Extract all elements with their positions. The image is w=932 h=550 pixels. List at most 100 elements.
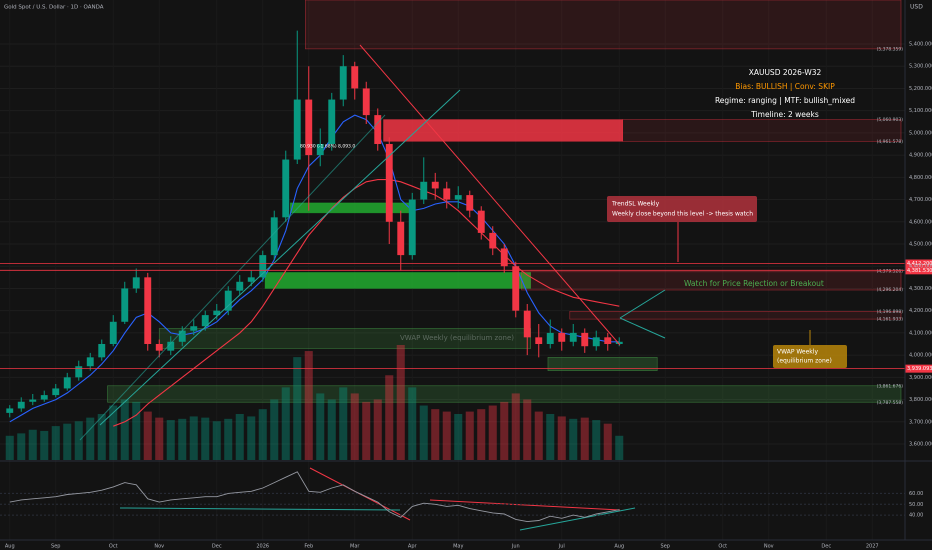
zone — [158, 328, 532, 349]
candle-body — [305, 99, 313, 156]
candle-body — [431, 181, 439, 189]
volume-bar — [304, 351, 313, 460]
volume-bar — [40, 430, 49, 460]
callout-text: VWAP Weekly — [777, 349, 818, 356]
volume-bar — [546, 414, 555, 460]
volume-bar — [465, 411, 474, 460]
volume-bar — [235, 414, 244, 460]
candle-body — [155, 344, 163, 351]
volume-bar — [592, 420, 601, 460]
callout-text: (equilibrium zone) — [777, 358, 832, 365]
candle-body — [408, 199, 416, 256]
candle-body — [98, 344, 106, 358]
y-tick-label: 4,000.000 — [909, 353, 932, 359]
volume-bar — [189, 416, 198, 460]
price-tag-label: 4,412.200 — [907, 261, 932, 267]
volume-bar — [580, 417, 589, 460]
volume-bar — [178, 418, 187, 460]
volume-bar — [615, 435, 624, 460]
volume-bar — [477, 409, 486, 460]
candle-body — [178, 330, 186, 342]
callout-box — [773, 345, 847, 368]
y-tick-label: 4,900.000 — [909, 153, 932, 159]
candle-body — [6, 408, 14, 413]
volume-bar — [534, 411, 543, 460]
volume-bar — [281, 387, 290, 460]
candle-body — [454, 195, 462, 200]
rsi-tick-label: 40.00 — [909, 513, 923, 519]
volume-bar — [155, 417, 164, 460]
arrow — [619, 317, 666, 339]
candle-body — [546, 332, 554, 344]
rsi-line — [9, 471, 620, 523]
x-tick-label: Nov — [764, 544, 774, 550]
volume-bar — [523, 399, 532, 460]
level-label: (5,378.359) — [877, 46, 904, 52]
callout-box — [607, 196, 757, 222]
info-line: Timeline: 2 weeks — [750, 110, 819, 119]
x-tick-label: May — [453, 544, 463, 550]
candle-body — [40, 395, 48, 400]
callout-text: TrendSL Weekly — [611, 201, 660, 208]
volume-bar — [212, 421, 221, 460]
candle-body — [489, 232, 497, 249]
zone — [383, 119, 623, 142]
y-tick-label: 5,000.000 — [909, 130, 932, 136]
volume-bar — [5, 435, 14, 460]
volume-bar — [603, 423, 612, 460]
candle-body — [282, 159, 290, 218]
candle-body — [581, 332, 589, 347]
candle-body — [420, 181, 428, 200]
volume-bar — [293, 357, 302, 460]
rsi-trend — [519, 507, 636, 531]
candle-body — [132, 277, 140, 289]
volume-bar — [143, 411, 152, 460]
candle-body — [500, 248, 508, 267]
y-tick-label: 5,200.000 — [909, 86, 932, 92]
candle-body — [604, 337, 612, 344]
volume-bar — [557, 416, 566, 460]
candle-body — [144, 277, 152, 344]
candle-body — [63, 377, 71, 389]
candle-body — [512, 266, 520, 311]
y-tick-label: 4,800.000 — [909, 175, 932, 181]
volume-bar — [201, 417, 210, 460]
currency: USD — [910, 4, 923, 11]
price-tag — [905, 259, 932, 268]
price-tag-label: 4,381.530 — [907, 268, 932, 274]
moving-average — [113, 179, 620, 427]
info-box: XAUUSD 2026-W32 Bias: BULLISH | Conv: SK… — [715, 68, 855, 119]
y-tick-label: 5,300.000 — [909, 64, 932, 70]
candle-body — [374, 115, 382, 144]
vwap-zone-label: VWAP Weekly (equilibrium zone) — [400, 334, 514, 342]
zone — [547, 357, 658, 371]
volume-bar — [488, 405, 497, 460]
y-tick-label: 3,600.000 — [909, 442, 932, 448]
candle-body — [270, 217, 278, 256]
candle-body — [259, 255, 267, 278]
volume-bar — [350, 393, 359, 460]
candles — [6, 30, 623, 418]
candle-body — [316, 144, 324, 156]
x-tick-label: Dec — [212, 544, 222, 550]
candle-body — [339, 66, 347, 100]
candle-body — [109, 321, 117, 344]
volume-bar — [97, 414, 106, 460]
x-tick-label: Dec — [821, 544, 831, 550]
y-tick-label: 4,700.000 — [909, 197, 932, 203]
y-tick-label: 5,400.000 — [909, 42, 932, 48]
candle-body — [328, 99, 336, 144]
volume-bar — [316, 393, 325, 460]
volume-bar — [224, 418, 233, 460]
volume-bar — [431, 409, 440, 460]
drawings — [79, 44, 811, 531]
level-label: (4,379.526) — [877, 268, 904, 274]
volume-bar — [408, 387, 417, 460]
level-label: (4,161.933) — [877, 317, 904, 323]
volume-bar — [339, 387, 348, 460]
x-tick-label: Sep — [51, 544, 60, 550]
candle-body — [167, 341, 175, 351]
x-tick-label: Nov — [154, 544, 164, 550]
